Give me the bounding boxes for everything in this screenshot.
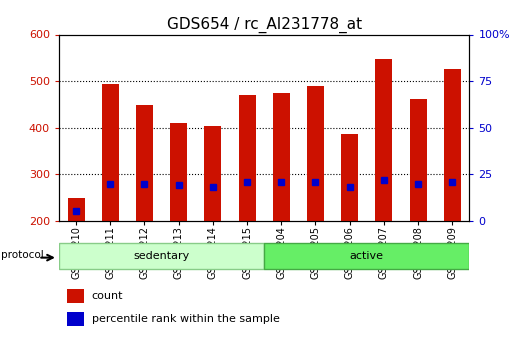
Bar	[59, 243, 264, 269]
Text: sedentary: sedentary	[133, 251, 190, 261]
Bar	[409, 99, 427, 221]
Bar	[102, 84, 119, 221]
Bar	[170, 123, 187, 221]
Text: active: active	[350, 251, 384, 261]
Text: percentile rank within the sample: percentile rank within the sample	[92, 314, 280, 324]
Bar	[264, 243, 469, 269]
Bar	[376, 59, 392, 221]
Bar	[67, 289, 84, 303]
Bar	[67, 312, 84, 326]
Bar	[341, 134, 358, 221]
Title: GDS654 / rc_AI231778_at: GDS654 / rc_AI231778_at	[167, 17, 362, 33]
Text: protocol: protocol	[1, 250, 44, 260]
Bar	[136, 105, 153, 221]
Text: count: count	[92, 291, 123, 301]
Bar	[307, 86, 324, 221]
Bar	[204, 126, 222, 221]
Bar	[68, 198, 85, 221]
Bar	[273, 93, 290, 221]
Bar	[444, 69, 461, 221]
Bar	[239, 95, 255, 221]
